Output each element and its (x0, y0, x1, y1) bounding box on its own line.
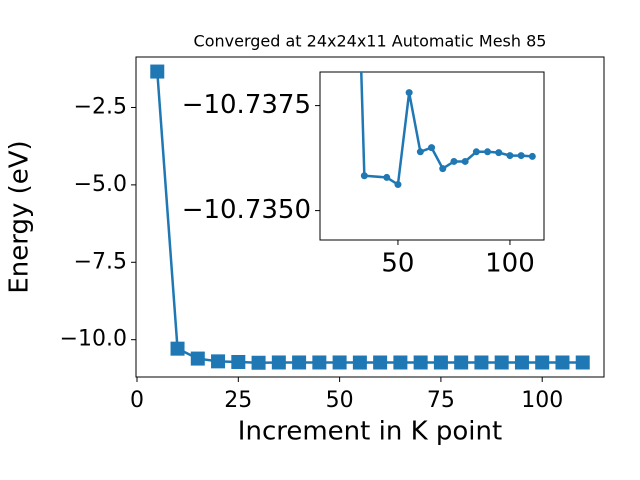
series (360, 72, 536, 189)
marker (190, 351, 205, 366)
marker (231, 354, 246, 369)
x-tick-label: 50 (326, 388, 354, 413)
marker (312, 355, 327, 370)
marker (373, 355, 388, 370)
marker (495, 149, 503, 157)
marker (472, 148, 480, 156)
marker (393, 355, 408, 370)
marker (528, 152, 536, 160)
x-tick-label: 100 (521, 388, 563, 413)
chart-title: Converged at 24x24x11 Automatic Mesh 85 (194, 32, 547, 51)
series-line (156, 71, 583, 365)
marker (514, 355, 529, 370)
x-tick-label: 50 (381, 249, 414, 279)
y-axis-label: Energy (eV) (5, 140, 35, 293)
marker (575, 355, 590, 370)
x-tick-label: 0 (130, 388, 144, 413)
marker (555, 355, 570, 370)
marker (413, 355, 428, 370)
marker (360, 172, 368, 180)
marker (517, 152, 525, 160)
x-axis-label: Increment in K point (238, 417, 502, 447)
marker (383, 173, 391, 181)
marker (428, 144, 436, 152)
marker (484, 148, 492, 156)
marker (454, 355, 469, 370)
marker (292, 355, 307, 370)
marker (150, 64, 165, 79)
y-tick-label: −10.7350 (182, 195, 311, 225)
marker (394, 181, 402, 189)
y-tick-label: −5.0 (74, 172, 127, 197)
marker (251, 355, 266, 370)
marker (211, 354, 226, 369)
marker (271, 355, 286, 370)
marker (506, 152, 514, 160)
marker (170, 341, 185, 356)
marker (450, 157, 458, 165)
marker (439, 165, 447, 173)
series (150, 64, 590, 370)
marker (474, 355, 489, 370)
marker (416, 148, 424, 156)
y-tick-label: −10.0 (60, 327, 127, 352)
y-tick-label: −7.5 (74, 249, 127, 274)
marker (352, 355, 367, 370)
y-tick-label: −10.7375 (182, 90, 311, 120)
x-tick-label: 75 (427, 388, 455, 413)
marker (332, 355, 347, 370)
marker (535, 355, 550, 370)
marker (405, 89, 413, 97)
series-line (360, 72, 533, 187)
marker (494, 355, 509, 370)
y-tick-label: −2.5 (74, 94, 127, 119)
x-tick-label: 100 (485, 249, 535, 279)
marker (433, 355, 448, 370)
marker (461, 157, 469, 165)
x-tick-label: 25 (224, 388, 252, 413)
